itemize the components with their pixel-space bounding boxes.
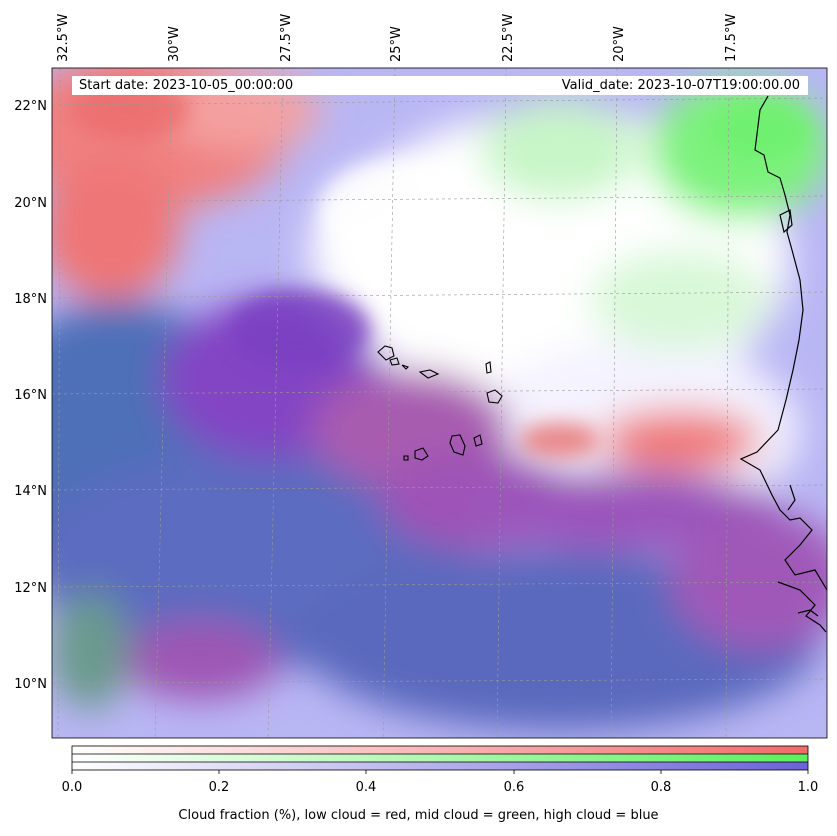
lat-label: 20°N <box>14 196 47 211</box>
lat-label: 12°N <box>14 581 47 596</box>
latitude-labels: 22°N 20°N 18°N 16°N 14°N 12°N 10°N <box>14 99 47 692</box>
cloud-field <box>52 68 827 738</box>
cape-verde-islands <box>377 345 503 461</box>
coastline <box>739 95 827 633</box>
longitude-labels: 32.5°W 30°W 27.5°W 25°W 22.5°W 20°W 17.5… <box>56 14 739 62</box>
lon-label: 17.5°W <box>724 14 739 62</box>
colorbar-tick-label: 1.0 <box>798 780 819 795</box>
gridlines <box>52 68 827 738</box>
lon-label: 32.5°W <box>56 14 71 62</box>
valid-date-label: Valid_date: 2023-10-07T19:00:00.00 <box>561 78 800 93</box>
lon-label: 20°W <box>612 26 627 62</box>
lon-label: 27.5°W <box>279 14 294 62</box>
colorbar-tick-label: 0.0 <box>62 780 83 795</box>
start-date-label: Start date: 2023-10-05_00:00:00 <box>79 78 294 93</box>
lon-label: 22.5°W <box>501 14 516 62</box>
lat-label: 14°N <box>14 484 47 499</box>
colorbar-tick-label: 0.4 <box>356 780 377 795</box>
colorbar-tick-label: 0.8 <box>651 780 672 795</box>
lat-label: 16°N <box>14 388 47 403</box>
colorbar-caption: Cloud fraction (%), low cloud = red, mid… <box>178 808 659 823</box>
colorbar-tick-label: 0.2 <box>209 780 230 795</box>
colorbar-mid-cloud <box>72 754 808 762</box>
colorbar-tick-label: 0.6 <box>504 780 525 795</box>
colorbar-low-cloud <box>72 746 808 754</box>
lat-label: 18°N <box>14 292 47 307</box>
lat-label: 10°N <box>14 677 47 692</box>
date-banner: Start date: 2023-10-05_00:00:00 Valid_da… <box>72 76 808 95</box>
lat-label: 22°N <box>14 99 47 114</box>
colorbar-high-cloud <box>72 762 808 770</box>
colorbar: 0.0 0.2 0.4 0.6 0.8 1.0 <box>62 745 819 795</box>
lon-label: 25°W <box>389 26 404 62</box>
lon-label: 30°W <box>167 26 182 62</box>
